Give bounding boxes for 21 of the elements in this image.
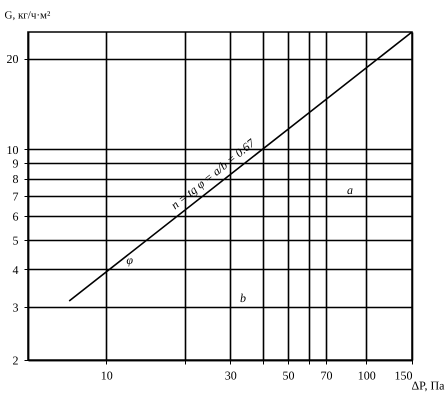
y-tick-label: 10: [6, 142, 18, 157]
y-tick-label: 9: [12, 156, 18, 171]
y-tick-label: 5: [12, 234, 18, 248]
y-tick-label: 4: [12, 262, 18, 277]
y-axis-title: G, кг/ч·м²: [4, 10, 52, 22]
annotation: a: [347, 183, 353, 197]
x-tick-label: 30: [224, 368, 237, 382]
y-tick-label: 8: [12, 172, 18, 186]
x-tick-label: 150: [394, 368, 412, 382]
x-tick-label: 70: [320, 368, 332, 382]
y-tick-label: 2: [12, 354, 18, 368]
y-tick-label: 3: [12, 300, 18, 314]
x-tick-label: 100: [358, 368, 376, 382]
x-axis-title: ΔP, Па: [411, 378, 446, 392]
y-tick-label: 20: [6, 52, 18, 66]
y-tick-label: 6: [12, 210, 18, 224]
y-tick-label: 7: [12, 190, 18, 204]
x-tick-label: 10: [100, 368, 113, 382]
annotation: b: [240, 291, 246, 305]
x-tick-label: 50: [282, 368, 294, 382]
annotation: φ: [126, 252, 134, 267]
